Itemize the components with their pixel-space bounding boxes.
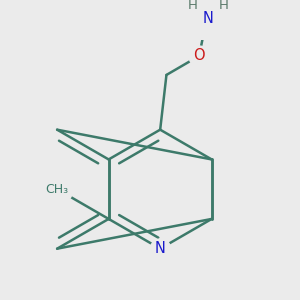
Text: O: O: [194, 48, 205, 63]
Text: H: H: [219, 0, 229, 12]
Text: N: N: [203, 11, 214, 26]
Text: H: H: [188, 0, 197, 12]
Text: N: N: [155, 241, 166, 256]
Text: CH₃: CH₃: [46, 183, 69, 196]
